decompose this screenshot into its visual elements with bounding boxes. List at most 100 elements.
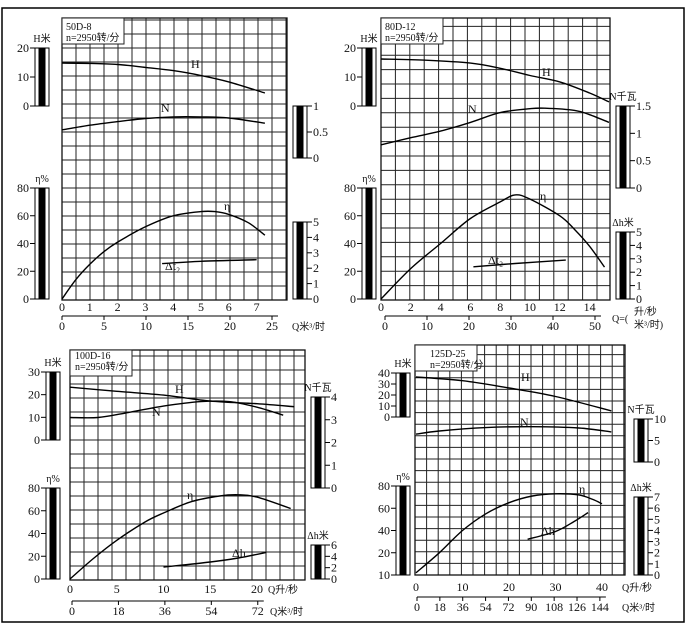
x-axes: 0 10 20 30 40 0 18 36 54 72 90 108 126 144 Q升/秒 Q米³/时 [413,580,655,614]
scale-bar-core [637,497,645,575]
scale-tick-label: 0 [34,572,40,586]
x-tick-label-lps: 5 [114,582,120,596]
scale-label-H: H米 [44,356,61,369]
curve-N [69,400,284,419]
curve-label-H: H [191,57,200,71]
x-tick-label-lps: 10 [158,582,170,596]
title-box [414,344,478,372]
x-tick-label-m3h: 15 [182,319,194,333]
x-tick-label-m3h: 5 [101,319,107,333]
chart-80D-12: 80D-12n=2950转/分01020H米020406080η%00.511.… [344,17,663,333]
scale-tick-label: 6 [654,501,660,515]
scale-tick-label: 1 [331,458,337,472]
scale-tick-label: 10 [17,70,29,84]
curve-N [380,107,610,146]
scale-tick-label: 1.5 [636,99,651,113]
scale-tick-label: 30 [28,365,40,379]
curve-H [61,62,266,94]
scale-tick-label: 20 [344,41,356,55]
x-tick-label-m3h: 18 [112,604,124,618]
scale-bar-core [49,372,57,440]
chart-title: 100D-16 [75,351,111,362]
scale-tick-label: 10 [378,568,390,582]
scale-bar-core [38,48,46,106]
curve-label-eta: η [224,199,230,213]
scale-tick-label: 60 [344,209,356,223]
scale-label-N: N千瓦 [627,404,654,416]
x-tick-label-m3h: 54 [480,600,492,614]
scale-tick-label: 0 [313,292,319,306]
speed-label: n=2950转/分 [66,31,119,44]
curve-dh [163,551,267,568]
scale-label-dh: Δh米 [630,481,651,494]
scale-tick-label: 20 [17,41,29,55]
curve-dh [527,512,589,540]
x-tick-label-lps: 2 [408,300,414,314]
scale-label-H: H米 [33,32,50,45]
scale-tick-label: 80 [344,181,356,195]
grid [69,350,305,581]
scale-tick-label: 20 [378,546,390,560]
scale-tick-label: 7 [654,490,660,504]
scale-tick-label: 0 [636,292,642,306]
scale-tick-label: 6 [331,538,337,552]
scale-label-eta: η% [396,472,410,483]
scale-tick-label: 0.5 [636,154,651,168]
scale-bar-core [365,48,373,106]
curve-eta [380,194,606,300]
scale-bar-core [399,486,407,575]
scale-bar-core [314,545,322,579]
scale-tick-label: 0 [331,572,337,586]
x-tick-label-lps: 0 [378,300,384,314]
plot-frame [61,17,288,301]
scale-tick-label: 4 [313,230,319,244]
x-tick-label-m3h: 126 [568,600,586,614]
x-tick-label-lps: 12 [554,300,566,314]
chart-125D-25: 125D-25n=2950转/分010203040H米1020406080η%0… [378,344,666,614]
x-axis-label-lps: 升/秒 [634,305,657,318]
scale-tick-label: 5 [654,512,660,526]
x-axis-label-lps: Q升/秒 [268,583,298,596]
x-axis-label-m3h: Q米³/时 [622,601,655,614]
scale-tick-label: 2 [654,546,660,560]
scale-eta: 0 20 40 60 80 η% [17,174,50,306]
scale-tick-label: 10 [344,70,356,84]
scale-label-dh: Δh米 [612,216,633,229]
scale-tick-label: 10 [378,399,390,413]
curve-eta [61,210,266,300]
scale-tick-label: 0 [350,99,356,113]
x-tick-label-m3h: 72 [502,600,514,614]
curve-label-H: H [175,382,184,396]
x-axes: 0 1 2 3 4 5 6 7 0 5 10 15 20 25 Q米³/时 [59,300,325,333]
scale-tick-label: 10 [654,412,666,426]
x-tick-label-m3h: 0 [59,319,65,333]
scale-tick-label: 20 [28,549,40,563]
x-tick-label-m3h: 18 [434,600,446,614]
scale-bar-core [637,419,645,462]
curve-H [380,58,610,103]
scale-tick-label: 10 [28,410,40,424]
scale-label-eta: η% [362,174,376,185]
curve-label-dh: Δt₂ [165,259,180,273]
scale-tick-label: 80 [28,481,40,495]
x-tick-label-m3h: 10 [140,319,152,333]
x-tick-label-m3h: 36 [457,600,469,614]
scale-tick-label: 2 [331,436,337,450]
x-axes: 0 2 4 6 8 10 12 14 0 10 20 30 40 50 Q=(升/秒米³/时) [378,300,663,333]
curve-H [415,376,612,412]
x-tick-label-m3h: 0 [382,319,388,333]
speed-label: n=2950转/分 [430,358,483,371]
x-tick-label-lps: 10 [457,580,469,594]
x-tick-label-lps: 0 [59,300,65,314]
scale-bar-core [314,397,322,488]
scale-H: 0 10 20 H米 [344,32,378,113]
x-tick-label-m3h: 20 [224,319,236,333]
scale-tick-label: 40 [378,366,390,380]
scale-bar-core [365,188,373,299]
scale-tick-label: 2 [331,561,337,575]
x-axis-label-m3h: 米³/时) [634,318,663,331]
scale-label-N: N千瓦 [304,382,331,394]
